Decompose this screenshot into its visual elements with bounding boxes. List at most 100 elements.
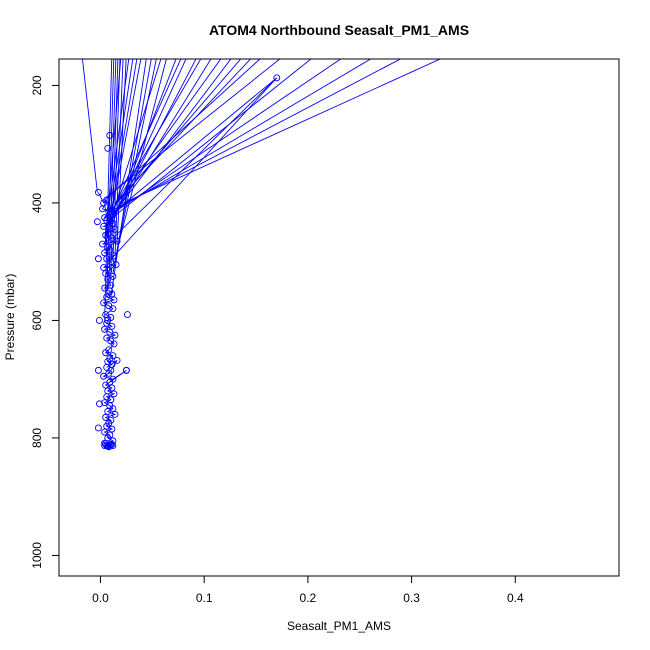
data-point bbox=[103, 196, 111, 204]
profile-segment-line bbox=[114, 59, 157, 262]
chart-title: ATOM4 Northbound Seasalt_PM1_AMS bbox=[209, 22, 469, 38]
profile-segment-line bbox=[82, 59, 98, 193]
data-point bbox=[104, 408, 112, 415]
data-point bbox=[102, 231, 110, 239]
data-point bbox=[94, 366, 102, 374]
data-point bbox=[95, 316, 103, 324]
data-point bbox=[101, 284, 109, 292]
profile-segment-line bbox=[104, 59, 113, 321]
data-point bbox=[105, 369, 113, 377]
data-point bbox=[110, 252, 118, 260]
data-point bbox=[273, 74, 281, 82]
data-point bbox=[109, 442, 117, 450]
x-tick-label: 0.2 bbox=[300, 591, 317, 605]
y-tick-label: 600 bbox=[30, 310, 44, 330]
data-point bbox=[101, 249, 109, 257]
data-point bbox=[93, 218, 101, 226]
profile-segment-line bbox=[110, 77, 278, 216]
data-point bbox=[110, 390, 118, 398]
data-point bbox=[103, 319, 111, 327]
profile-segment-line bbox=[112, 59, 232, 215]
data-point bbox=[111, 410, 119, 418]
profile-segment-line bbox=[112, 77, 278, 239]
data-point bbox=[113, 356, 121, 364]
y-axis-label: Pressure (mbar) bbox=[3, 274, 17, 361]
data-point bbox=[107, 211, 115, 219]
profile-segment-line bbox=[106, 59, 187, 233]
data-point bbox=[101, 399, 109, 407]
data-point bbox=[109, 305, 117, 313]
data-point bbox=[99, 240, 107, 248]
data-point bbox=[123, 311, 131, 319]
data-point bbox=[100, 222, 108, 230]
data-point bbox=[106, 328, 114, 336]
data-point bbox=[106, 131, 114, 139]
profile-segment-line bbox=[110, 59, 342, 216]
axes: 0.0 0.1 0.2 0.3 0.4 200 400 600 800 1000 bbox=[30, 58, 620, 605]
x-tick-label: 0.4 bbox=[507, 591, 524, 605]
profile-segment-line bbox=[116, 59, 167, 251]
profile-segment-line bbox=[108, 77, 278, 262]
x-tick-label: 0.3 bbox=[403, 591, 420, 605]
data-point bbox=[99, 205, 107, 213]
data-point bbox=[103, 217, 111, 225]
data-point bbox=[110, 340, 118, 348]
data-point bbox=[94, 188, 102, 196]
data-point bbox=[100, 264, 108, 272]
data-point bbox=[102, 269, 110, 277]
profile-segment-line bbox=[112, 59, 152, 274]
data-point bbox=[101, 325, 109, 333]
data-point bbox=[122, 366, 130, 374]
data-point bbox=[101, 428, 109, 436]
data-point bbox=[108, 322, 116, 330]
x-tick-label: 0.0 bbox=[92, 591, 109, 605]
y-tick-label: 400 bbox=[30, 193, 44, 213]
y-tick-label: 800 bbox=[30, 428, 44, 448]
profile-segment-line bbox=[104, 59, 177, 245]
profile-segment-line bbox=[114, 59, 402, 210]
data-point bbox=[102, 311, 110, 319]
data-point bbox=[102, 413, 110, 421]
data-point bbox=[111, 331, 119, 339]
y-tick-label: 200 bbox=[30, 75, 44, 95]
data-point bbox=[110, 296, 118, 304]
x-tick-label: 0.1 bbox=[196, 591, 213, 605]
profile-segment-line bbox=[112, 59, 121, 262]
data-point bbox=[103, 293, 111, 301]
data-point bbox=[111, 225, 119, 233]
profile-segment-line bbox=[116, 59, 442, 207]
data-point bbox=[94, 424, 102, 432]
data-point bbox=[102, 349, 110, 357]
y-tick-label: 1000 bbox=[30, 542, 44, 569]
profile-segment-line bbox=[104, 59, 130, 239]
profile-segment-line bbox=[108, 59, 197, 227]
data-point bbox=[104, 144, 112, 152]
data-point bbox=[107, 258, 115, 266]
data-point bbox=[113, 237, 121, 245]
profile-segment-line bbox=[114, 59, 222, 207]
data-point bbox=[108, 425, 116, 433]
data-point bbox=[104, 442, 112, 450]
data-point bbox=[101, 442, 109, 450]
data-point bbox=[109, 272, 117, 280]
x-axis-label: Seasalt_PM1_AMS bbox=[287, 619, 391, 633]
data-layer bbox=[82, 59, 442, 451]
profile-segment-line bbox=[112, 59, 372, 213]
data-point bbox=[94, 255, 102, 263]
plot-area bbox=[82, 59, 442, 451]
profile-segment-line bbox=[104, 59, 261, 201]
data-point bbox=[103, 422, 111, 430]
data-point bbox=[104, 434, 112, 442]
profile-segment-line bbox=[114, 59, 124, 256]
data-point bbox=[100, 372, 108, 380]
data-point bbox=[112, 261, 120, 269]
profile-segment-line bbox=[114, 59, 252, 204]
profile-segment-line bbox=[106, 59, 134, 233]
data-point bbox=[104, 275, 112, 283]
data-point bbox=[104, 316, 112, 324]
data-point bbox=[102, 381, 110, 389]
data-point bbox=[108, 290, 116, 298]
profile-segment-line bbox=[110, 59, 212, 221]
data-point bbox=[106, 246, 114, 254]
